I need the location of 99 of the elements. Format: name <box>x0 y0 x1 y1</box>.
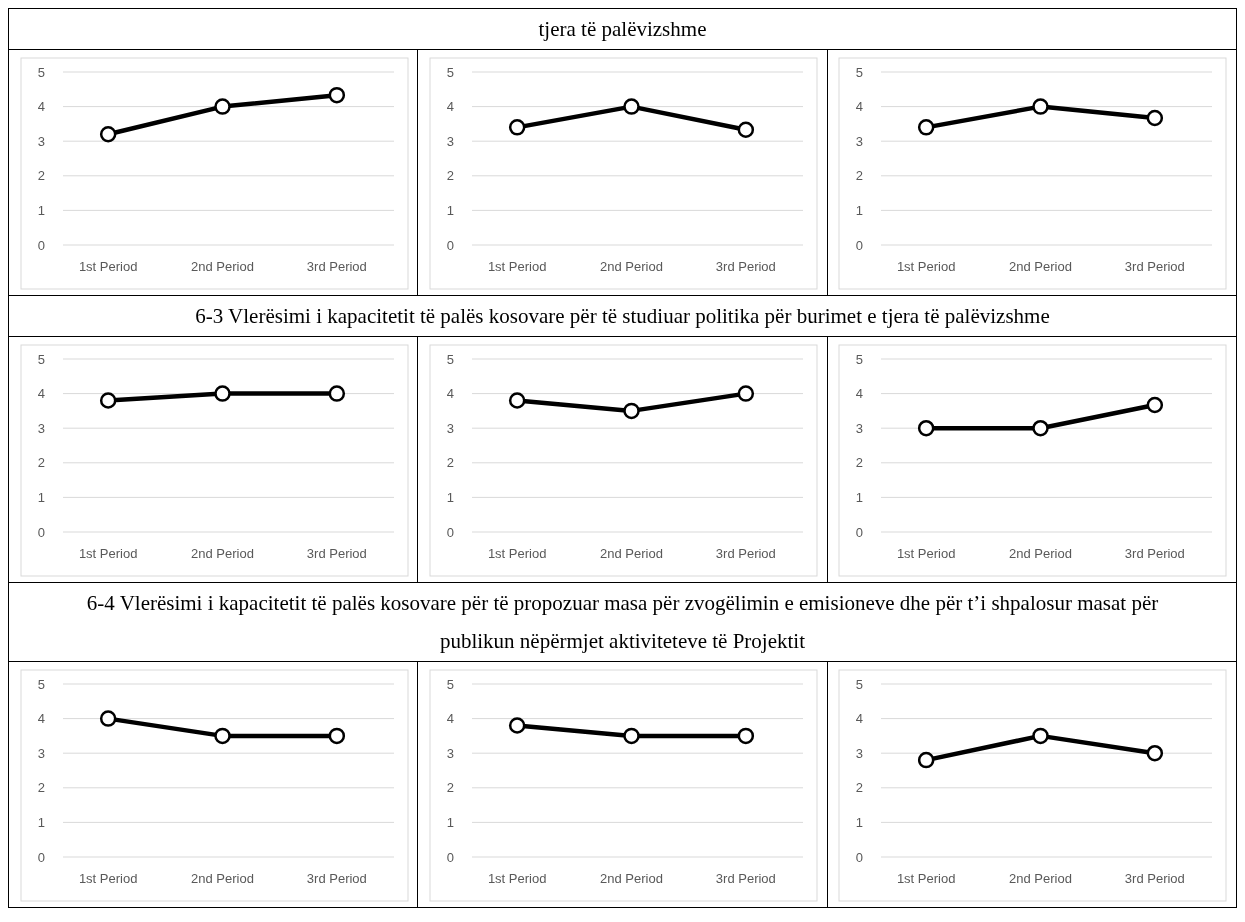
x-tick-label: 1st Period <box>487 546 547 561</box>
y-tick-label: 0 <box>446 237 454 253</box>
y-tick-label: 3 <box>856 133 864 149</box>
x-tick-label: 2nd Period <box>600 259 663 274</box>
point <box>99 126 117 143</box>
x-tick-label: 2nd Period <box>600 546 663 561</box>
point <box>623 402 640 420</box>
y-tick-label: 3 <box>446 133 454 149</box>
y-tick-label: 0 <box>37 237 45 253</box>
y-tick-label: 2 <box>856 168 864 184</box>
point <box>508 119 526 136</box>
point <box>508 392 526 409</box>
point <box>918 119 935 136</box>
y-tick-label: 4 <box>446 99 454 115</box>
x-tick-label: 1st Period <box>78 259 138 274</box>
y-tick-label: 1 <box>446 202 454 218</box>
y-tick-label: 4 <box>856 99 864 115</box>
y-tick-label: 2 <box>37 168 45 184</box>
x-tick-label: 2nd Period <box>190 259 254 274</box>
x-tick-label: 3rd Period <box>306 546 367 561</box>
y-tick-label: 1 <box>37 814 45 830</box>
x-tick-label: 3rd Period <box>715 871 776 886</box>
y-tick-label: 4 <box>446 386 454 402</box>
y-tick-label: 0 <box>37 849 45 865</box>
y-tick-label: 4 <box>856 386 864 402</box>
y-tick-label: 2 <box>37 455 45 471</box>
x-tick-label: 2nd Period <box>600 871 663 886</box>
y-tick-label: 1 <box>446 489 454 505</box>
y-tick-label: 5 <box>446 64 454 80</box>
text: 6-3 Vlerësimi i kapacitetit të palës kosovare për të studiuar politika për burimet e tjera të palëvizshme <box>195 304 1050 328</box>
y-tick-label: 5 <box>446 351 454 367</box>
y-tick-label: 5 <box>856 351 864 367</box>
point <box>918 751 935 769</box>
x-tick-label: 2nd Period <box>1009 546 1073 561</box>
x-tick-label: 3rd Period <box>306 259 367 274</box>
x-tick-label: 1st Period <box>78 546 138 561</box>
x-tick-label: 1st Period <box>897 259 956 274</box>
y-tick-label: 2 <box>856 455 864 471</box>
point <box>737 385 755 402</box>
y-tick-label: 5 <box>37 64 45 80</box>
y-tick-label: 5 <box>446 676 454 692</box>
y-tick-label: 0 <box>856 524 864 540</box>
text: tjera të palëvizshme <box>538 17 707 41</box>
x-tick-label: 1st Period <box>897 546 956 561</box>
x-tick-label: 2nd Period <box>190 546 254 561</box>
y-tick-label: 0 <box>446 524 454 540</box>
y-tick-label: 5 <box>856 64 864 80</box>
x-tick-label: 1st Period <box>897 871 956 886</box>
y-tick-label: 3 <box>446 745 454 761</box>
y-tick-label: 1 <box>37 489 45 505</box>
y-tick-label: 5 <box>37 676 45 692</box>
y-tick-label: 5 <box>37 351 45 367</box>
point <box>1146 744 1164 762</box>
point <box>213 98 231 115</box>
x-tick-label: 1st Period <box>487 259 547 274</box>
y-tick-label: 4 <box>37 386 45 402</box>
y-tick-label: 3 <box>37 420 45 436</box>
x-tick-label: 2nd Period <box>190 871 254 886</box>
x-tick-label: 1st Period <box>487 871 547 886</box>
x-tick-label: 3rd Period <box>715 546 776 561</box>
point <box>623 98 640 115</box>
y-tick-label: 3 <box>856 420 864 436</box>
y-tick-label: 2 <box>446 780 454 796</box>
text: 6-4 Vlerësimi i kapacitetit të palës kosovare për të propozuar masa për zvogëlimin e emisioneve dhe për t’i shpalosur masat për publikun nëpërmjet aktiviteteve të Projektit <box>86 591 1159 653</box>
point <box>737 121 755 139</box>
x-tick-label: 3rd Period <box>306 871 367 886</box>
y-tick-label: 1 <box>856 202 864 218</box>
x-tick-label: 2nd Period <box>1009 871 1073 886</box>
y-tick-label: 2 <box>37 780 45 796</box>
y-tick-label: 5 <box>856 676 864 692</box>
y-tick-label: 3 <box>856 745 864 761</box>
y-tick-label: 1 <box>446 814 454 830</box>
y-tick-label: 0 <box>37 524 45 540</box>
point <box>1146 109 1164 127</box>
y-tick-label: 4 <box>856 711 864 727</box>
x-tick-label: 1st Period <box>78 871 138 886</box>
y-tick-label: 1 <box>37 202 45 218</box>
point <box>1032 727 1050 745</box>
y-tick-label: 3 <box>446 420 454 436</box>
y-tick-label: 0 <box>856 849 864 865</box>
y-tick-label: 3 <box>37 745 45 761</box>
y-tick-label: 1 <box>856 814 864 830</box>
x-tick-label: 3rd Period <box>1125 259 1186 274</box>
y-tick-label: 2 <box>856 780 864 796</box>
y-tick-label: 4 <box>37 99 45 115</box>
x-tick-label: 3rd Period <box>1125 546 1186 561</box>
point <box>1032 98 1050 115</box>
x-tick-label: 3rd Period <box>1125 871 1186 886</box>
x-tick-label: 2nd Period <box>1009 259 1073 274</box>
y-tick-label: 4 <box>37 711 45 727</box>
x-tick-label: 3rd Period <box>715 259 776 274</box>
y-tick-label: 3 <box>37 133 45 149</box>
y-tick-label: 0 <box>856 237 864 253</box>
y-tick-label: 4 <box>446 711 454 727</box>
y-tick-label: 0 <box>446 849 454 865</box>
point <box>328 86 345 104</box>
y-tick-label: 2 <box>446 168 454 184</box>
y-tick-label: 1 <box>856 489 864 505</box>
y-tick-label: 2 <box>446 455 454 471</box>
